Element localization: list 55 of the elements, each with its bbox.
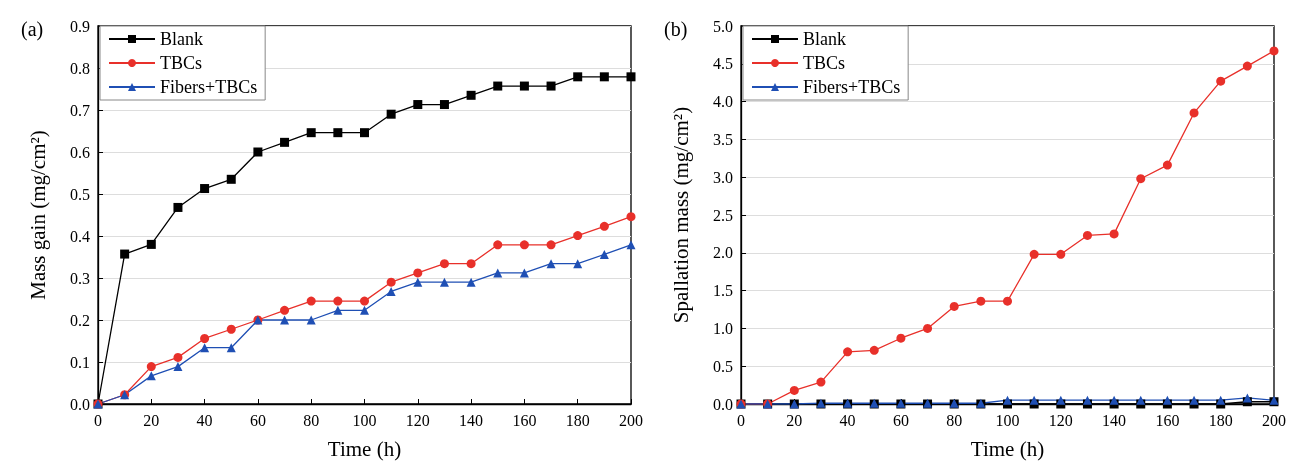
- x-tick-label: 160: [512, 411, 537, 429]
- x-tick-label: 140: [459, 411, 484, 429]
- x-tick-label: 80: [303, 411, 320, 429]
- y-tick-label: 0.1: [70, 353, 90, 371]
- y-tick-label: 2.5: [713, 206, 733, 224]
- x-tick-label: 200: [1262, 411, 1286, 429]
- x-tick-label: 80: [946, 411, 963, 429]
- x-tick-label: 0: [737, 411, 745, 429]
- x-tick-label: 180: [1208, 411, 1233, 429]
- y-tick-label: 0.9: [70, 17, 90, 35]
- y-tick-label: 0.4: [70, 227, 90, 245]
- y-tick-label: 0.3: [70, 269, 90, 287]
- x-tick-label: 120: [405, 411, 430, 429]
- y-tick-label: 1.5: [713, 282, 733, 300]
- x-tick-label: 160: [1155, 411, 1180, 429]
- x-tick-label: 20: [786, 411, 803, 429]
- x-tick-label: 140: [1102, 411, 1127, 429]
- x-tick-label: 200: [619, 411, 643, 429]
- legend-label: Blank: [160, 29, 203, 49]
- y-tick-label: 0.0: [70, 395, 90, 413]
- x-axis-title: Time (h): [970, 436, 1045, 461]
- x-tick-label: 180: [565, 411, 590, 429]
- chart-title: (b): [664, 18, 688, 41]
- x-tick-label: 100: [352, 411, 377, 429]
- y-tick-label: 4.5: [713, 55, 733, 73]
- x-tick-label: 0: [94, 411, 102, 429]
- y-tick-label: 0.2: [70, 311, 90, 329]
- x-tick-label: 40: [839, 411, 856, 429]
- y-tick-label: 5.0: [713, 17, 733, 35]
- x-tick-label: 40: [196, 411, 213, 429]
- x-tick-label: 20: [143, 411, 160, 429]
- y-tick-label: 3.0: [713, 168, 733, 186]
- y-axis-title: Spallation mass (mg/cm²): [668, 106, 693, 324]
- chart-title: (a): [21, 18, 44, 41]
- y-axis-title: Mass gain (mg/cm²): [25, 130, 50, 300]
- legend-label: Fibers+TBCs: [160, 77, 258, 97]
- legend-label: TBCs: [803, 53, 846, 73]
- y-tick-label: 2.0: [713, 244, 733, 262]
- legend-label: Blank: [803, 29, 846, 49]
- x-axis-title: Time (h): [327, 436, 402, 461]
- y-tick-label: 0.7: [70, 101, 90, 119]
- legend-label: TBCs: [160, 53, 203, 73]
- x-tick-label: 60: [892, 411, 909, 429]
- y-tick-label: 3.5: [713, 130, 733, 148]
- x-tick-label: 60: [249, 411, 266, 429]
- y-tick-label: 0.5: [713, 357, 733, 375]
- x-tick-label: 120: [1048, 411, 1073, 429]
- legend-label: Fibers+TBCs: [803, 77, 901, 97]
- y-tick-label: 0.6: [70, 143, 90, 161]
- y-tick-label: 1.0: [713, 319, 733, 337]
- y-tick-label: 0.5: [70, 185, 90, 203]
- y-tick-label: 0.8: [70, 59, 90, 77]
- x-tick-label: 100: [995, 411, 1020, 429]
- y-tick-label: 0.0: [713, 395, 733, 413]
- y-tick-label: 4.0: [713, 93, 733, 111]
